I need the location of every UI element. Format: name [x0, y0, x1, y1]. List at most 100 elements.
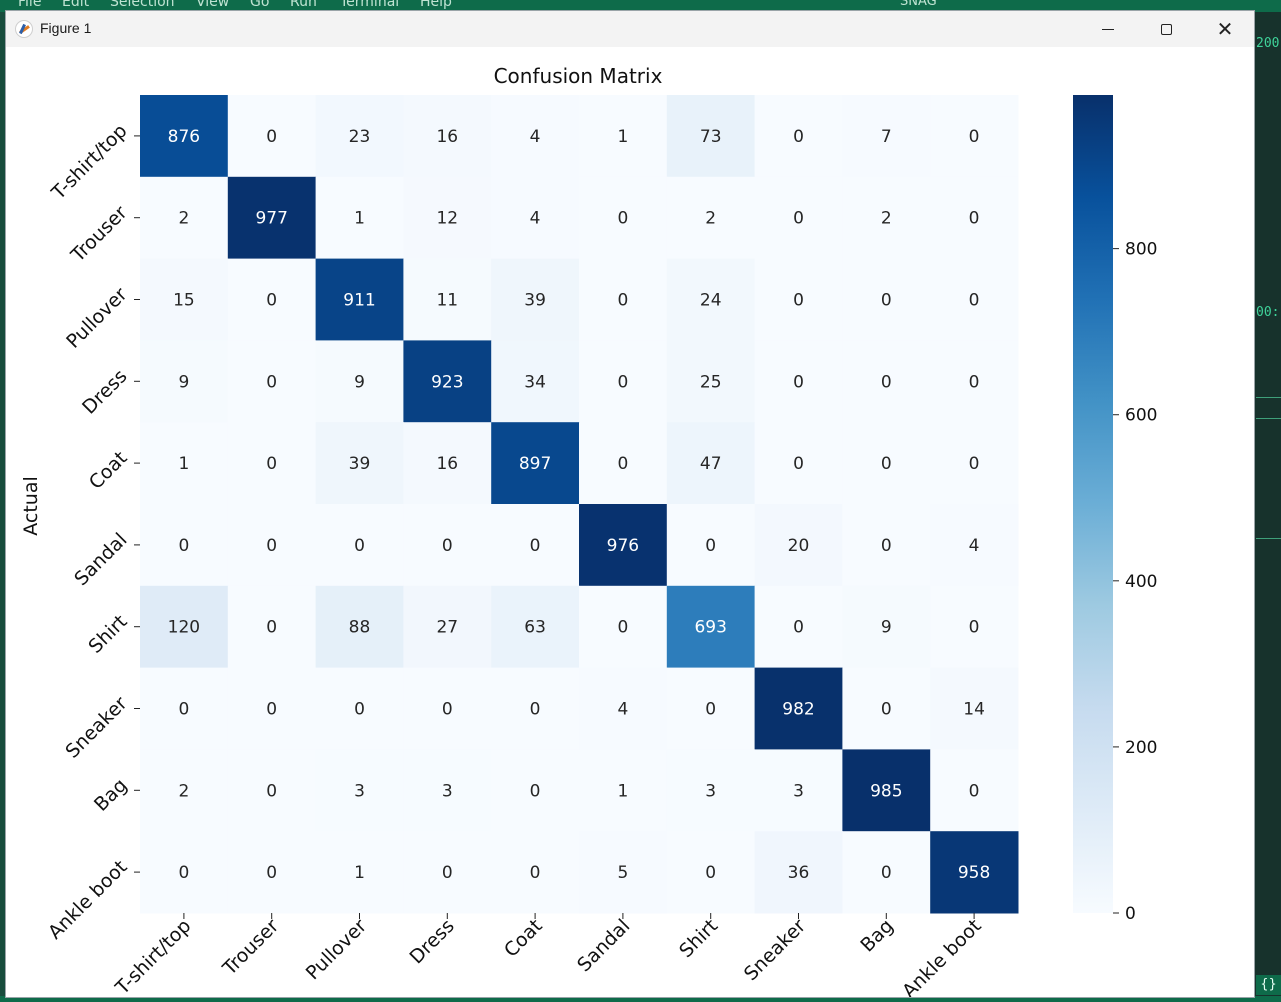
- heatmap-cell: [315, 340, 404, 423]
- cell-value-label: 15: [173, 291, 195, 311]
- heatmap-cell: [315, 258, 404, 341]
- cell-value-label: 0: [617, 291, 628, 311]
- heatmap-cell: [579, 585, 668, 669]
- colorbar-tick-label: 600: [1125, 406, 1157, 426]
- heatmap-cell: [930, 258, 1019, 341]
- confusion-matrix-chart: Confusion Matrix Actual 876 0 23 16 4 1 73 0 7 02…: [20, 64, 1157, 997]
- cell-value-label: 16: [436, 454, 458, 474]
- x-tick-label: Bag: [856, 915, 898, 957]
- cell-value-label: 0: [705, 700, 716, 720]
- heatmap-cell: [403, 422, 492, 505]
- x-tick-label: Coat: [500, 915, 547, 962]
- cell-value-label: 0: [266, 454, 277, 474]
- cell-value-label: 0: [969, 291, 980, 311]
- heatmap-cell: [842, 585, 931, 669]
- heatmap-cell: [403, 340, 492, 423]
- cell-value-label: 958: [958, 863, 990, 883]
- cell-value-label: 0: [178, 700, 189, 720]
- background-status-bar: [0, 996, 1281, 1002]
- cell-value-label: 3: [442, 781, 453, 801]
- cell-value-label: 63: [524, 618, 546, 638]
- bg-divider: [1256, 538, 1281, 539]
- cell-value-label: 27: [436, 618, 458, 638]
- minimize-button[interactable]: [1079, 11, 1137, 47]
- heatmap-cell: [140, 585, 229, 669]
- heatmap-cell: [930, 504, 1019, 587]
- background-menubar: File Edit Selection View Go Run Terminal…: [0, 0, 1281, 12]
- colorbar-ticks: 0 200 400 600 800: [1113, 240, 1157, 924]
- heatmap-cell: [315, 749, 404, 832]
- cell-value-label: 1: [178, 454, 189, 474]
- cell-value-label: 0: [266, 536, 277, 556]
- heatmap-cell: [227, 504, 317, 587]
- maximize-icon: [1160, 23, 1172, 35]
- cell-value-label: 1: [354, 209, 365, 229]
- heatmap-cell: [930, 749, 1019, 832]
- heatmap-cell: [227, 831, 317, 914]
- bg-menu-view: View: [196, 0, 230, 10]
- heatmap-cell: [579, 176, 668, 260]
- cell-value-label: 39: [349, 454, 371, 474]
- bg-menu-edit: Edit: [62, 0, 90, 10]
- heatmap-cell: [842, 504, 931, 587]
- cell-value-label: 36: [788, 863, 810, 883]
- cell-value-label: 0: [969, 209, 980, 229]
- heatmap-cell: [666, 176, 756, 260]
- cell-value-label: 976: [607, 536, 639, 556]
- background-activity-bar: [0, 12, 5, 1002]
- heatmap-cell: [315, 95, 404, 178]
- cell-value-label: 23: [349, 127, 371, 147]
- cell-value-label: 0: [617, 618, 628, 638]
- heatmap-cell: [403, 831, 492, 914]
- cell-value-label: 0: [881, 863, 892, 883]
- cell-value-label: 0: [266, 372, 277, 392]
- heatmap-cell: [140, 831, 229, 914]
- heatmap-cell: [930, 667, 1019, 750]
- cell-value-label: 11: [436, 291, 458, 311]
- bg-status-glyph: {}: [1256, 975, 1281, 995]
- cell-value-label: 20: [788, 536, 810, 556]
- cell-value-label: 0: [266, 127, 277, 147]
- x-tick-label: Pullover: [302, 915, 371, 984]
- window-titlebar[interactable]: Figure 1 ✕: [6, 11, 1254, 47]
- heatmap-cell: [754, 95, 843, 178]
- cell-value-label: 0: [705, 863, 716, 883]
- cell-value-label: 9: [354, 372, 365, 392]
- heatmap-cell: [666, 585, 756, 669]
- cell-value-label: 0: [442, 536, 453, 556]
- colorbar-tick-label: 0: [1125, 904, 1136, 924]
- x-tick-label: Shirt: [675, 915, 722, 962]
- heatmap-cell: [930, 422, 1019, 505]
- cell-value-label: 24: [700, 291, 722, 311]
- cell-value-label: 0: [178, 863, 189, 883]
- cell-value-label: 0: [969, 454, 980, 474]
- cell-value-label: 0: [266, 863, 277, 883]
- cell-value-label: 0: [793, 454, 804, 474]
- heatmap-cell: [403, 585, 492, 669]
- heatmap-cell: [579, 749, 668, 832]
- cell-value-label: 0: [354, 536, 365, 556]
- heatmap-cell: [315, 504, 404, 587]
- y-tick-label: Coat: [85, 447, 132, 494]
- heatmap-cell: [579, 422, 668, 505]
- colorbar-tick-label: 200: [1125, 738, 1157, 758]
- background-editor-edge: [1255, 12, 1281, 1002]
- heatmap-cell: [227, 95, 317, 178]
- bg-menu-go: Go: [250, 0, 270, 10]
- cell-value-label: 39: [524, 291, 546, 311]
- cell-value-label: 16: [436, 127, 458, 147]
- figure-window: Figure 1 ✕ Confusion Matrix Ac: [5, 10, 1255, 998]
- cell-value-label: 0: [793, 618, 804, 638]
- cell-value-label: 0: [530, 700, 541, 720]
- close-button[interactable]: ✕: [1196, 11, 1254, 47]
- heatmap-cell: [754, 176, 843, 260]
- maximize-button[interactable]: [1137, 11, 1195, 47]
- heatmap-cell: [842, 176, 931, 260]
- heatmap-cell: [579, 504, 668, 587]
- heatmap-cell: [315, 422, 404, 505]
- heatmap-cell: [403, 95, 492, 178]
- cell-value-label: 0: [881, 700, 892, 720]
- y-tick-label: Ankle boot: [44, 856, 132, 944]
- cell-value-label: 0: [793, 291, 804, 311]
- cell-value-label: 2: [881, 209, 892, 229]
